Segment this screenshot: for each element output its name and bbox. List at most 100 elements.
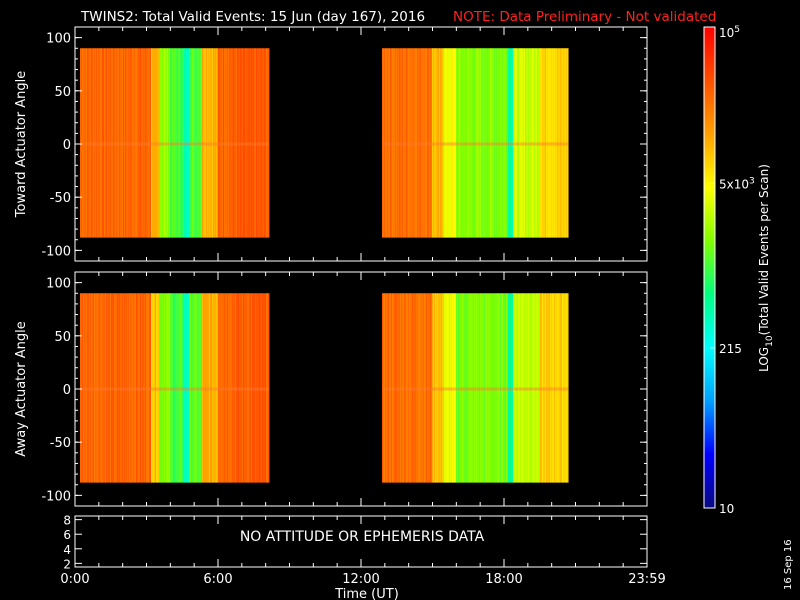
heatmap-column-13 bbox=[526, 293, 528, 483]
heatmap-column-1 bbox=[157, 293, 159, 483]
heatmap-column-2 bbox=[166, 293, 168, 483]
heatmap-column-6 bbox=[204, 293, 206, 483]
heatmap-column-14 bbox=[557, 48, 559, 238]
heatmap-column-0 bbox=[109, 293, 111, 483]
heatmap-column-0 bbox=[147, 48, 149, 238]
heatmap-column-7 bbox=[239, 293, 241, 483]
heatmap-column-13 bbox=[528, 48, 530, 238]
heatmap-column-11 bbox=[462, 293, 464, 483]
heatmap-column-11 bbox=[478, 293, 480, 483]
heatmap-column-11 bbox=[490, 293, 492, 483]
heatmap-column-8 bbox=[407, 293, 409, 483]
y-tick-label: -100 bbox=[41, 489, 71, 504]
heatmap-column-8 bbox=[428, 48, 430, 238]
heatmap-column-8 bbox=[401, 293, 403, 483]
heatmap-column-8 bbox=[417, 293, 419, 483]
heatmap-column-0 bbox=[92, 293, 94, 483]
heatmap-column-0 bbox=[122, 48, 124, 238]
heatmap-column-11 bbox=[502, 293, 504, 483]
heatmap-column-0 bbox=[99, 293, 101, 483]
heatmap-column-5 bbox=[189, 48, 191, 238]
heatmap-column-11 bbox=[461, 48, 463, 238]
heatmap-column-7 bbox=[259, 293, 261, 483]
heatmap-column-6 bbox=[204, 48, 206, 238]
heatmap-column-11 bbox=[488, 293, 490, 483]
heatmap-column-11 bbox=[507, 293, 509, 483]
heatmap-column-14 bbox=[545, 293, 547, 483]
heatmap-column-9 bbox=[442, 48, 444, 238]
heatmap-column-7 bbox=[220, 48, 222, 238]
heatmap-column-3 bbox=[176, 293, 178, 483]
heatmap-column-9 bbox=[436, 293, 438, 483]
heatmap-column-11 bbox=[497, 293, 499, 483]
heatmap-column-11 bbox=[488, 48, 490, 238]
heatmap-column-13 bbox=[532, 293, 534, 483]
heatmap-column-13 bbox=[518, 293, 520, 483]
heatmap-column-13 bbox=[531, 48, 533, 238]
heatmap-column-7 bbox=[256, 293, 258, 483]
heatmap-column-7 bbox=[234, 48, 236, 238]
heatmap-column-8 bbox=[404, 48, 406, 238]
heatmap-column-6 bbox=[213, 48, 215, 238]
heatmap-column-11 bbox=[467, 48, 469, 238]
heatmap-column-7 bbox=[219, 293, 221, 483]
heatmap-column-0 bbox=[132, 293, 134, 483]
heatmap-column-6 bbox=[203, 48, 205, 238]
heatmap-column-6 bbox=[209, 293, 211, 483]
heatmap-column-11 bbox=[500, 48, 502, 238]
heatmap-column-7 bbox=[248, 293, 250, 483]
heatmap-column-0 bbox=[98, 48, 100, 238]
heatmap-column-8 bbox=[426, 293, 428, 483]
heatmap-column-8 bbox=[390, 48, 392, 238]
heatmap-column-2 bbox=[162, 293, 164, 483]
heatmap-column-6 bbox=[216, 48, 218, 238]
heatmap-column-11 bbox=[471, 293, 473, 483]
heatmap-column-7 bbox=[239, 48, 241, 238]
heatmap-column-11 bbox=[492, 48, 494, 238]
heatmap-column-2 bbox=[164, 293, 166, 483]
heatmap-column-10 bbox=[451, 48, 453, 238]
heatmap-column-0 bbox=[141, 293, 143, 483]
heatmap-column-2 bbox=[169, 48, 171, 238]
heatmap-column-10 bbox=[449, 48, 451, 238]
heatmap-column-8 bbox=[410, 48, 412, 238]
heatmap-column-14 bbox=[553, 293, 555, 483]
heatmap-column-8 bbox=[416, 293, 418, 483]
heatmap-column-7 bbox=[243, 48, 245, 238]
heatmap-column-7 bbox=[231, 293, 233, 483]
heatmap-column-13 bbox=[534, 48, 536, 238]
heatmap-column-0 bbox=[128, 48, 130, 238]
heatmap-column-6 bbox=[215, 293, 217, 483]
heatmap-column-5 bbox=[191, 293, 193, 483]
heatmap-column-5 bbox=[195, 293, 197, 483]
heatmap-cells bbox=[80, 48, 569, 238]
heatmap-column-13 bbox=[536, 293, 538, 483]
heatmap-column-11 bbox=[503, 293, 505, 483]
heatmap-column-0 bbox=[111, 48, 113, 238]
heatmap-column-9 bbox=[443, 48, 445, 238]
heatmap-column-13 bbox=[532, 48, 534, 238]
heatmap-column-11 bbox=[464, 293, 466, 483]
heatmap-column-7 bbox=[262, 293, 264, 483]
heatmap-column-11 bbox=[496, 293, 498, 483]
heatmap-column-11 bbox=[486, 293, 488, 483]
heatmap-column-11 bbox=[489, 48, 491, 238]
heatmap-column-0 bbox=[120, 293, 122, 483]
heatmap-column-8 bbox=[427, 293, 429, 483]
heatmap-column-7 bbox=[246, 293, 248, 483]
heatmap-column-13 bbox=[521, 293, 523, 483]
heatmap-column-13 bbox=[524, 293, 526, 483]
heatmap-column-9 bbox=[434, 293, 436, 483]
zero-angle-band-1 bbox=[382, 387, 569, 391]
heatmap-column-11 bbox=[457, 48, 459, 238]
heatmap-column-10 bbox=[450, 48, 452, 238]
heatmap-column-14 bbox=[549, 48, 551, 238]
heatmap-column-8 bbox=[385, 293, 387, 483]
heatmap-column-0 bbox=[94, 293, 96, 483]
heatmap-column-11 bbox=[458, 293, 460, 483]
heatmap-column-6 bbox=[206, 48, 208, 238]
heatmap-column-8 bbox=[402, 293, 404, 483]
heatmap-column-14 bbox=[549, 293, 551, 483]
heatmap-column-8 bbox=[429, 293, 431, 483]
